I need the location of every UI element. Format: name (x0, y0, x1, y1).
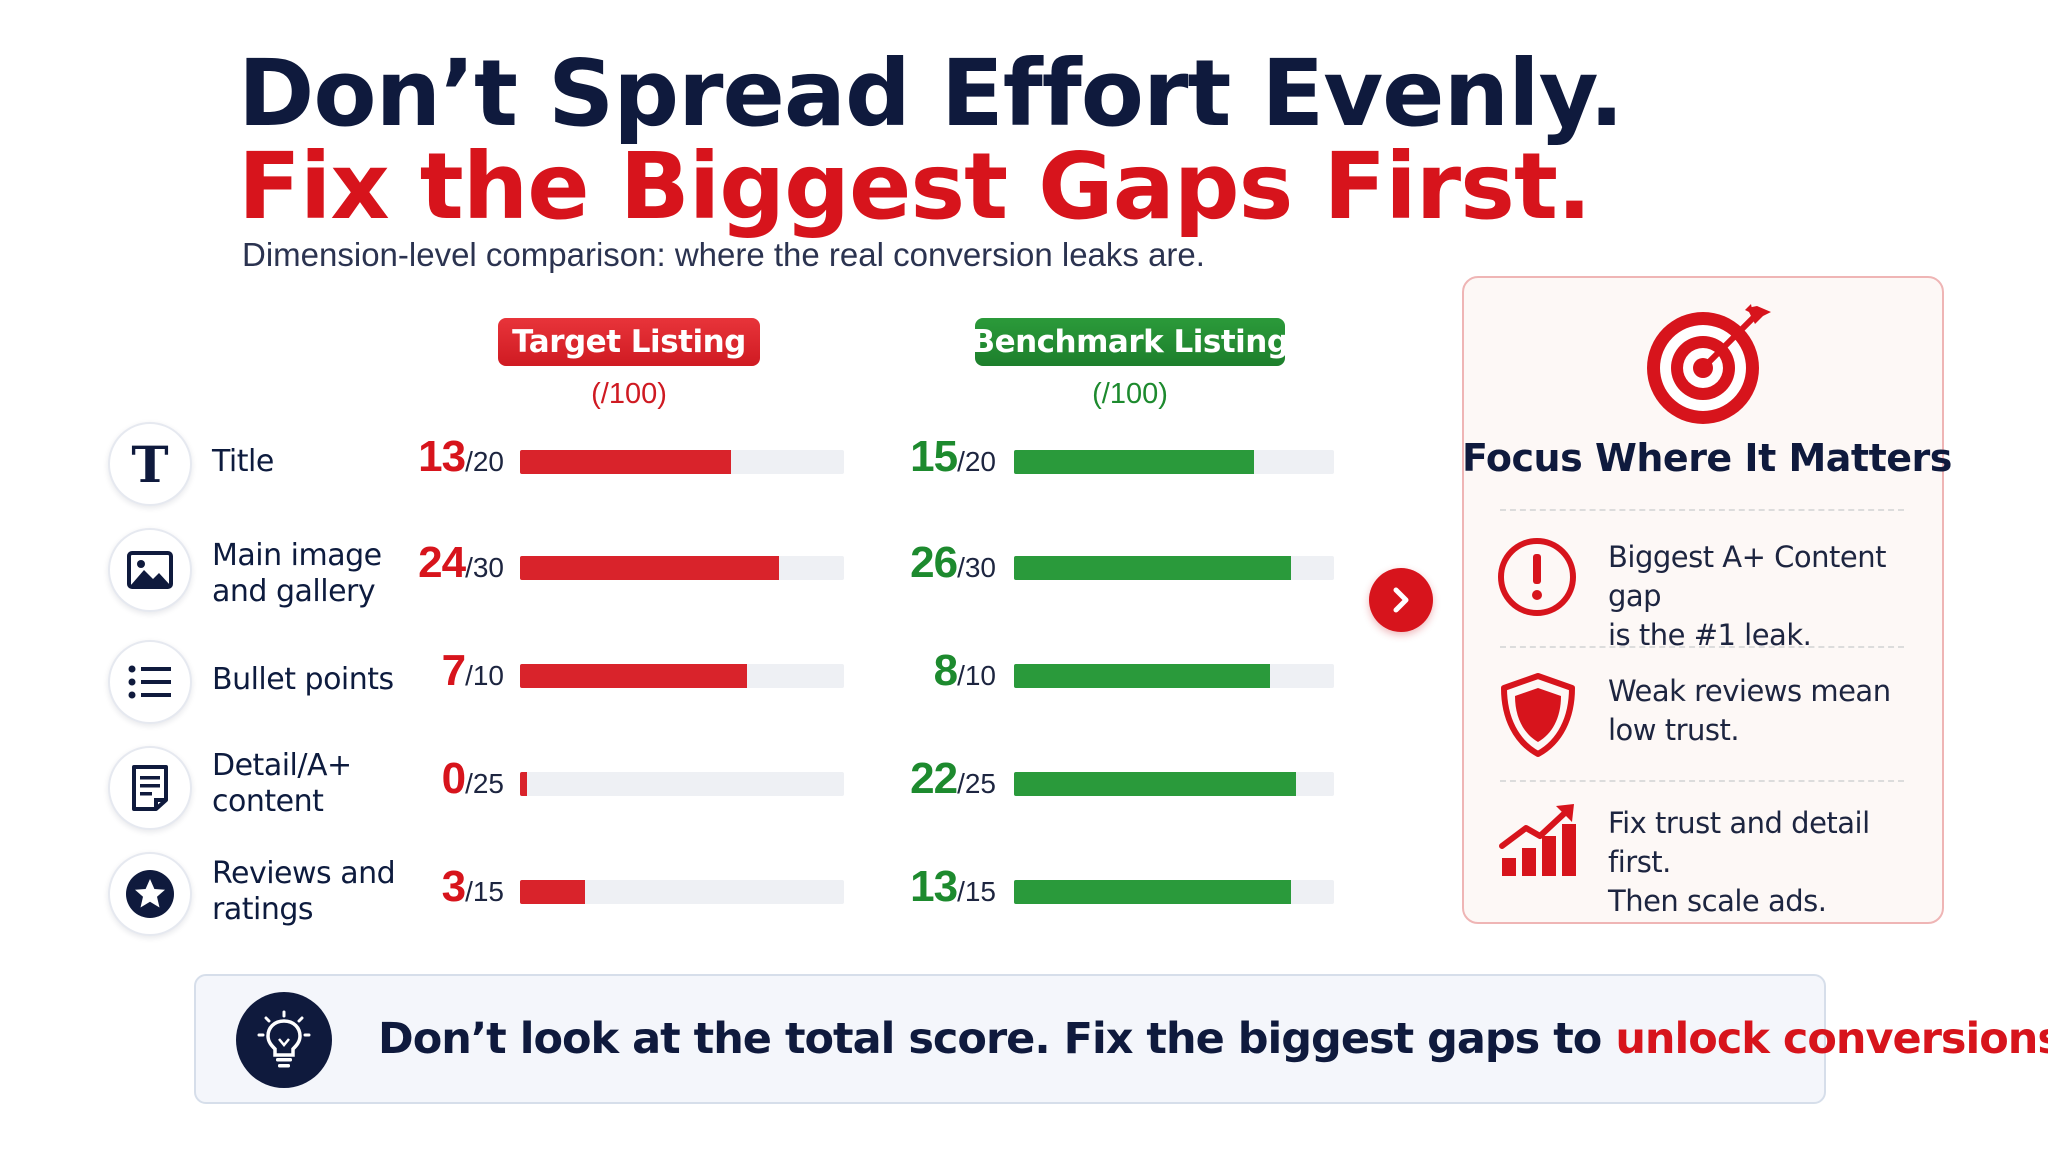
shield-icon (1500, 672, 1576, 763)
target-bar-track (520, 556, 844, 580)
divider (1500, 509, 1904, 511)
target-score-label: 3/15 (441, 862, 504, 911)
target-max-label: (/100) (591, 378, 667, 410)
target-score-label: 0/25 (441, 754, 504, 803)
benchmark-bar-track (1014, 450, 1334, 474)
alert-icon (1496, 536, 1578, 623)
target-score-label: 7/10 (441, 646, 504, 695)
tip-text-2: Weak reviews mean low trust. (1608, 674, 1891, 747)
next-arrow-button[interactable] (1369, 568, 1433, 632)
star-icon (108, 852, 192, 936)
benchmark-score-label: 15/20 (910, 432, 996, 481)
benchmark-score-label: 22/25 (910, 754, 996, 803)
document-icon (108, 746, 192, 830)
benchmark-score-label: 8/10 (933, 646, 996, 695)
headline-line-1: Don’t Spread Effort Evenly. (238, 40, 1624, 147)
list-icon (108, 640, 192, 724)
target-bar-track (520, 450, 844, 474)
tip-text-1: Biggest A+ Content gap is the #1 leak. (1608, 540, 1887, 652)
growth-chart-icon (1498, 800, 1578, 885)
dimension-label-reviews: Reviews and ratings (212, 856, 396, 927)
target-bar (520, 880, 585, 904)
title-T-icon: T (108, 422, 192, 506)
target-score-label: 13/20 (418, 432, 504, 481)
benchmark-bar-track (1014, 664, 1334, 688)
target-bar (520, 450, 731, 474)
benchmark-max-label: (/100) (1092, 378, 1168, 410)
divider (1500, 780, 1904, 782)
target-listing-badge: Target Listing (498, 318, 760, 366)
lightbulb-icon (236, 992, 332, 1088)
benchmark-listing-badge: Benchmark Listing (971, 318, 1289, 366)
dimension-label-title: Title (212, 444, 274, 479)
benchmark-score-label: 13/15 (910, 862, 996, 911)
benchmark-score-label: 26/30 (910, 538, 996, 587)
target-bar-track (520, 664, 844, 688)
target-bar (520, 772, 527, 796)
callout-text: Don’t look at the total score. Fix the b… (378, 1014, 2048, 1064)
benchmark-bar (1014, 664, 1270, 688)
dimension-label-main-image: Main image and gallery (212, 538, 382, 609)
benchmark-bar-track (1014, 556, 1334, 580)
target-bar-track (520, 772, 844, 796)
target-bar (520, 664, 747, 688)
benchmark-bar-track (1014, 772, 1334, 796)
dimension-label-detail: Detail/A+ content (212, 748, 352, 819)
benchmark-bar (1014, 450, 1254, 474)
dimension-label-bullets: Bullet points (212, 662, 394, 697)
divider (1500, 646, 1904, 648)
subtitle: Dimension-level comparison: where the re… (242, 236, 1205, 273)
benchmark-bar (1014, 556, 1292, 580)
callout-highlight: unlock conversions. (1615, 1014, 2048, 1064)
target-score-label: 24/30 (418, 538, 504, 587)
tip-text-3: Fix trust and detail first. Then scale a… (1608, 806, 1870, 918)
target-bar-track (520, 880, 844, 904)
target-bar (520, 556, 780, 580)
target-icon (1643, 300, 1773, 435)
benchmark-bar-track (1014, 880, 1334, 904)
callout-banner (194, 974, 1826, 1104)
focus-title: Focus Where It Matters (1462, 436, 1952, 480)
benchmark-bar (1014, 880, 1292, 904)
image-icon (108, 528, 192, 612)
benchmark-bar (1014, 772, 1296, 796)
headline-line-2: Fix the Biggest Gaps First. (238, 133, 1592, 240)
chevron-right-icon (1393, 587, 1409, 613)
